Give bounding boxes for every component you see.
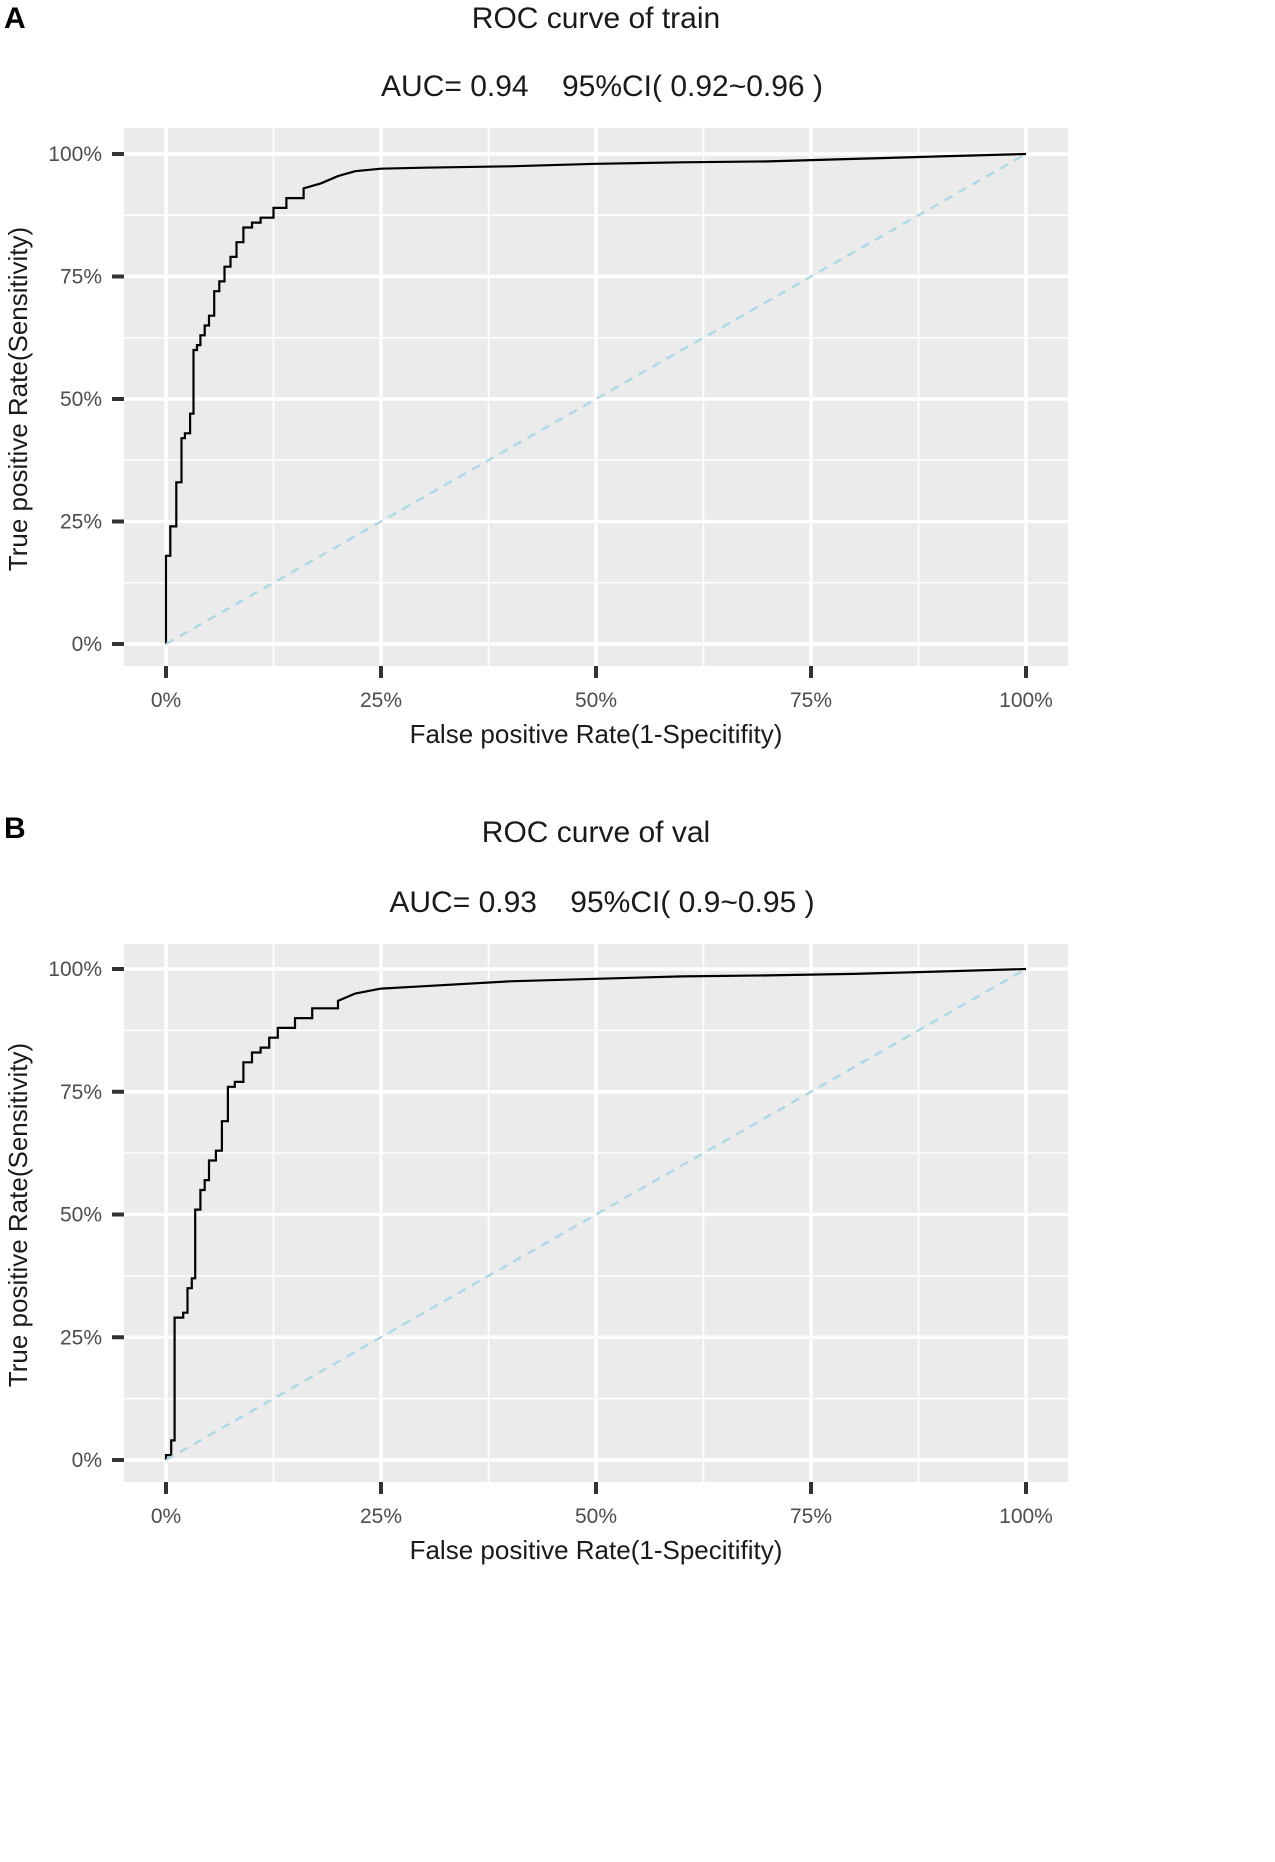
x-tick-label: 50% xyxy=(575,689,617,712)
y-axis-title: True positive Rate(Sensitivity) xyxy=(3,1043,33,1387)
y-tick-label: 25% xyxy=(60,1326,102,1349)
x-tick-label: 75% xyxy=(790,1505,832,1528)
reference-diagonal-line xyxy=(165,152,1027,646)
y-tick-label: 0% xyxy=(72,1449,102,1472)
chart-subtitle: AUC= 0.93 95%CI( 0.9~0.95 ) xyxy=(389,886,814,919)
roc-curve-line xyxy=(164,967,1027,1460)
chart-title: ROC curve of train xyxy=(472,2,720,35)
y-tick-label: 100% xyxy=(48,143,102,166)
x-tick-label: 50% xyxy=(575,1505,617,1528)
panel-letter: B xyxy=(4,812,26,845)
reference-diagonal-line xyxy=(165,967,1027,1462)
y-tick-label: 0% xyxy=(72,633,102,656)
x-tick-label: 100% xyxy=(999,689,1053,712)
x-axis-title: False positive Rate(1-Specitifity) xyxy=(410,1535,783,1565)
x-tick-label: 25% xyxy=(360,1505,402,1528)
x-tick-label: 0% xyxy=(151,1505,181,1528)
y-tick-label: 75% xyxy=(60,266,102,289)
roc-panel-b: B ROC curve of val AUC= 0.93 95%CI( 0.9~0.… xyxy=(3,812,1068,1565)
x-axis-title: False positive Rate(1-Specitifity) xyxy=(410,719,783,749)
y-tick-label: 50% xyxy=(60,388,102,411)
x-tick-label: 0% xyxy=(151,689,181,712)
x-tick-label: 25% xyxy=(360,689,402,712)
y-tick-label: 25% xyxy=(60,511,102,534)
chart-subtitle: AUC= 0.94 95%CI( 0.92~0.96 ) xyxy=(381,70,823,103)
y-tick-label: 75% xyxy=(60,1081,102,1104)
chart-title: ROC curve of val xyxy=(482,816,710,849)
y-tick-label: 50% xyxy=(60,1204,102,1227)
roc-curve-line xyxy=(164,152,1027,644)
y-tick-label: 100% xyxy=(48,958,102,981)
y-axis-title: True positive Rate(Sensitivity) xyxy=(3,227,33,571)
x-tick-label: 75% xyxy=(790,689,832,712)
x-tick-label: 100% xyxy=(999,1505,1053,1528)
panel-letter: A xyxy=(4,2,26,35)
roc-panel-a: A ROC curve of train AUC= 0.94 95%CI( 0.92… xyxy=(3,2,1068,749)
